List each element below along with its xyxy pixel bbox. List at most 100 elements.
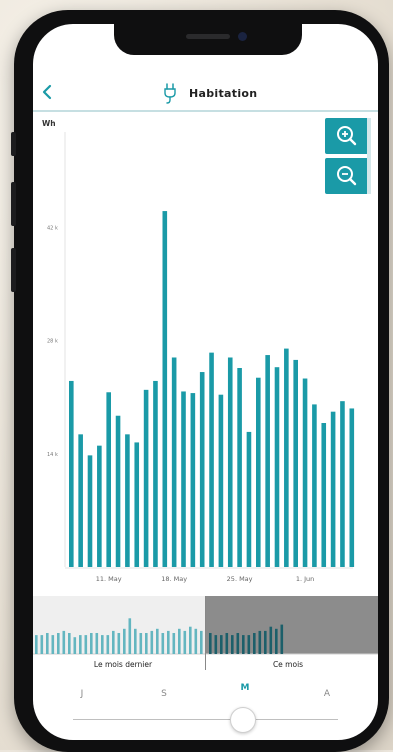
- navigator-bar-previous: [107, 635, 110, 654]
- chart-bar[interactable]: [191, 393, 196, 567]
- navigator-bar-previous: [134, 629, 137, 654]
- navigator-bar-previous: [173, 633, 176, 654]
- period-slider-thumb[interactable]: [230, 707, 256, 733]
- period-day[interactable]: J: [67, 689, 97, 699]
- period-month[interactable]: M: [230, 683, 260, 693]
- navigator-bar-previous: [52, 635, 55, 654]
- x-tick-label: 18. May: [161, 575, 187, 583]
- navigator-bar-current: [215, 635, 218, 654]
- navigator-bar-previous: [200, 631, 203, 654]
- navigator-bar-previous: [123, 629, 126, 654]
- chart-bar[interactable]: [237, 368, 242, 567]
- volume-up-button: [11, 182, 16, 226]
- header-bar: Habitation: [33, 80, 378, 112]
- chart-bar[interactable]: [125, 434, 130, 567]
- navigator-bar-previous: [74, 637, 77, 654]
- chart-bar[interactable]: [284, 349, 289, 567]
- y-tick-label: 28 k: [47, 339, 58, 345]
- chart-bar[interactable]: [275, 367, 280, 567]
- navigator-bar-current: [270, 627, 273, 654]
- navigator-bar-previous: [145, 633, 148, 654]
- navigator-bar-previous: [129, 618, 132, 654]
- navigator-bar-current: [259, 631, 262, 654]
- zoom-out-icon: [325, 158, 369, 194]
- navigator-bar-current: [264, 631, 267, 654]
- period-year[interactable]: A: [312, 689, 342, 699]
- navigator-current-area[interactable]: [205, 596, 378, 654]
- navigator-bar-current: [231, 635, 234, 654]
- chart-bar[interactable]: [303, 379, 308, 567]
- mute-switch: [11, 132, 16, 156]
- y-tick-label: 14 k: [47, 452, 58, 458]
- navigator-bar-previous: [189, 627, 192, 654]
- navigator-bar-previous: [85, 635, 88, 654]
- navigator-bar-previous: [79, 635, 82, 654]
- chevron-left-icon: [41, 84, 53, 100]
- current-month-label[interactable]: Ce mois: [218, 660, 358, 669]
- navigator-bar-previous: [46, 633, 49, 654]
- screen: Habitation Wh 14 k 28 k 42 k 11. May 18. May 2…: [33, 24, 378, 740]
- page-title: Habitation: [189, 87, 257, 100]
- previous-month-label[interactable]: Le mois dernier: [53, 660, 193, 669]
- chart-bar[interactable]: [69, 381, 74, 567]
- navigator-bar-previous: [118, 633, 121, 654]
- chart-bar[interactable]: [106, 392, 111, 567]
- front-camera: [238, 32, 247, 41]
- chart-bar[interactable]: [265, 355, 270, 567]
- chart-bar[interactable]: [247, 432, 252, 567]
- chart-bar[interactable]: [181, 391, 186, 567]
- back-button[interactable]: [41, 84, 53, 105]
- zoom-in-icon: [325, 118, 369, 154]
- chart-bar[interactable]: [228, 357, 233, 567]
- chart-bar[interactable]: [256, 378, 261, 567]
- navigator-bar-current: [226, 633, 229, 654]
- chart-bar[interactable]: [116, 416, 121, 567]
- navigator-bar-previous: [41, 635, 44, 654]
- chart-bar[interactable]: [350, 408, 355, 567]
- navigator-bar-current: [220, 635, 223, 654]
- chart-bar[interactable]: [153, 381, 158, 567]
- navigator-bar-previous: [68, 633, 71, 654]
- volume-down-button: [11, 248, 16, 292]
- navigator-bar-previous: [178, 629, 181, 654]
- x-tick-label: 25. May: [227, 575, 253, 583]
- navigator-bar-previous: [90, 633, 93, 654]
- period-slider-track[interactable]: [73, 719, 338, 720]
- y-axis-label: Wh: [42, 119, 56, 128]
- navigator-bar-previous: [57, 633, 60, 654]
- chart-bar[interactable]: [200, 372, 205, 567]
- navigator-bar-current: [242, 635, 245, 654]
- x-tick-label: 11. May: [96, 575, 122, 583]
- navigator-bar-previous: [167, 631, 170, 654]
- chart-bar[interactable]: [172, 357, 177, 567]
- zoom-in-button[interactable]: [325, 118, 369, 154]
- navigator-bar-previous: [63, 631, 66, 654]
- x-tick-label: 1. Jun: [296, 575, 314, 583]
- navigator-bar-previous: [195, 629, 198, 654]
- navigator-bar-current: [248, 635, 251, 654]
- navigator-bar-current: [237, 633, 240, 654]
- chart-bar[interactable]: [331, 412, 336, 567]
- navigator-bar-current: [281, 625, 284, 654]
- chart-bar[interactable]: [88, 455, 93, 567]
- zoom-panel-edge: [367, 118, 371, 194]
- chart-bar[interactable]: [163, 211, 168, 567]
- chart-bar[interactable]: [134, 442, 139, 567]
- navigator-bar-previous: [96, 633, 99, 654]
- period-week[interactable]: S: [149, 689, 179, 699]
- chart-bar[interactable]: [340, 401, 345, 567]
- chart-bar[interactable]: [293, 360, 298, 567]
- navigator-bar-previous: [35, 635, 38, 654]
- chart-bar[interactable]: [78, 434, 83, 567]
- navigator-bar-current: [209, 633, 212, 654]
- chart-bar[interactable]: [97, 446, 102, 567]
- chart-bar[interactable]: [219, 395, 224, 567]
- zoom-out-button[interactable]: [325, 158, 369, 194]
- navigator-bar-previous: [184, 631, 187, 654]
- chart-bar[interactable]: [312, 404, 317, 567]
- navigator-bar-previous: [101, 635, 104, 654]
- chart-bar[interactable]: [209, 353, 214, 567]
- chart-bar[interactable]: [144, 390, 149, 567]
- plug-icon: [163, 83, 177, 109]
- chart-bar[interactable]: [321, 423, 326, 567]
